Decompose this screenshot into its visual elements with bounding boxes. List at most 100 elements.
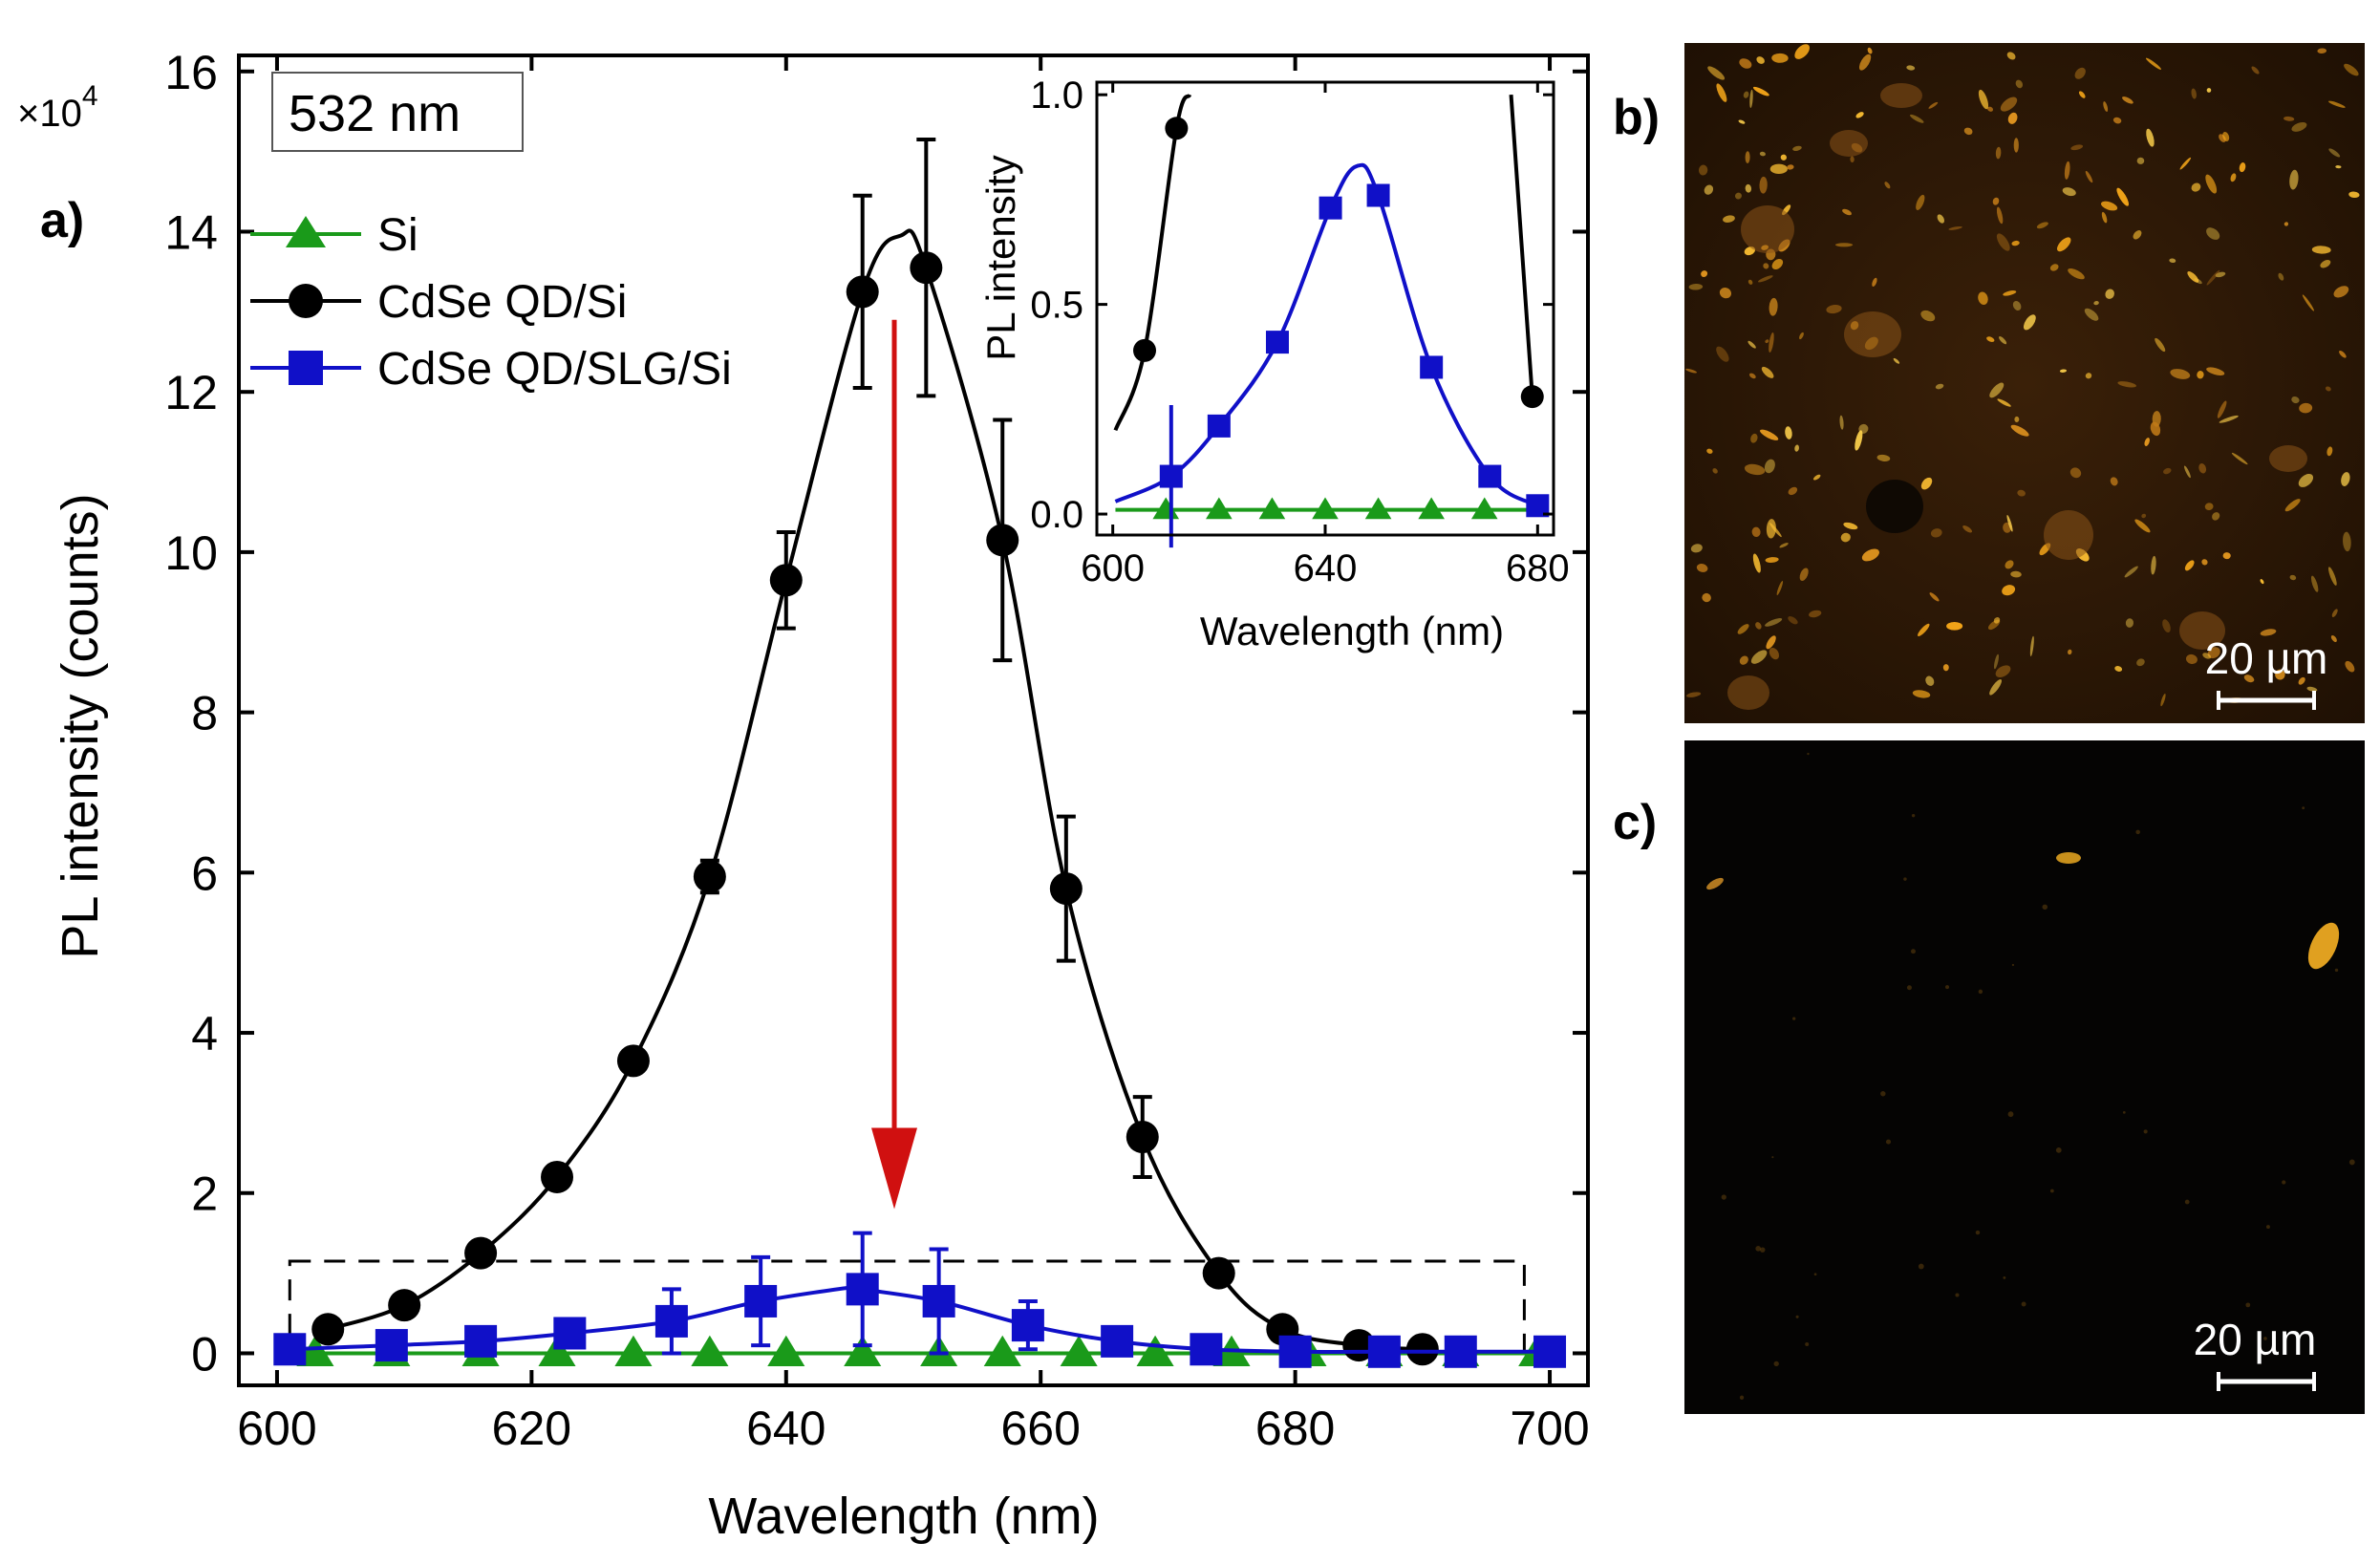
x-axis-title: Wavelength (nm) — [708, 1488, 1099, 1545]
speckle-c-22 — [1739, 1395, 1745, 1400]
point-cdse-qd-slg-si-611 — [1159, 464, 1183, 488]
speckle-c-1 — [2143, 1129, 2148, 1134]
speckle-b-169 — [1759, 176, 1768, 194]
speckle-b-170 — [1769, 163, 1788, 175]
curve-cdse-qd-slg-si — [1114, 162, 1539, 508]
speckle-b-161 — [2078, 91, 2086, 98]
point-cdse-qd-slg-si-671 — [1478, 464, 1502, 488]
speckle-b-44 — [1872, 277, 1877, 287]
point-cdse-qd-si-668 — [1126, 1121, 1159, 1154]
speckle-b-60 — [1723, 215, 1735, 223]
x-tick-label-700: 700 — [1510, 1402, 1589, 1455]
speckle-b-250 — [2348, 191, 2360, 199]
speckle-b-148 — [1785, 426, 1792, 439]
speckle-b-18 — [2125, 618, 2134, 628]
point-cdse-qd-slg-si-700 — [1533, 1335, 1567, 1368]
y-tick-label-14: 14 — [164, 205, 218, 259]
speckle-b-187 — [1758, 275, 1773, 283]
speckle-b-132 — [2170, 369, 2191, 379]
speckle-c-12 — [2007, 1111, 2014, 1118]
speckle-b-28 — [1989, 678, 2002, 696]
speckle-b-115 — [1752, 553, 1761, 573]
speckle-c-4 — [2245, 1302, 2251, 1308]
speckle-b-34 — [2325, 386, 2331, 392]
main-plot-frame — [237, 54, 1590, 1387]
point-si-646 — [844, 1335, 882, 1367]
point-cdse-qd-si-612 — [1165, 117, 1189, 140]
point-cdse-qd-si-622 — [541, 1160, 574, 1193]
speckle-b-147 — [2298, 676, 2305, 685]
speckle-c-2 — [2049, 1189, 2054, 1193]
speckle-b-61 — [1747, 279, 1753, 285]
speckle-b-122 — [1842, 208, 1853, 216]
speckle-c-10 — [1910, 949, 1916, 954]
speckle-b-93 — [2291, 396, 2300, 404]
main-plot-area — [273, 138, 1567, 1368]
speckle-b-133 — [1750, 650, 1768, 664]
speckle-b-128 — [2029, 635, 2034, 656]
speckle-b-162 — [1701, 270, 1708, 277]
speckle-b-8 — [2084, 308, 2099, 321]
speckle-b-77 — [1698, 164, 1708, 176]
speckle-b-231 — [1716, 83, 1727, 102]
speckle-c-0 — [1773, 1360, 1779, 1367]
speckle-b-65 — [1993, 617, 2001, 624]
micrograph-b-speckles — [1685, 44, 2360, 710]
dark-spot-b — [1866, 480, 1923, 533]
point-cdse-qd-slg-si-609 — [375, 1329, 408, 1362]
speckle-b-211 — [2205, 174, 2218, 194]
speckle-b-245 — [2231, 452, 2248, 465]
speckle-b-57 — [2068, 649, 2072, 655]
speckle-b-158 — [2289, 169, 2299, 190]
speckle-b-258 — [2298, 473, 2314, 487]
speckle-b-152 — [1884, 182, 1891, 189]
speckle-b-219 — [2085, 170, 2093, 183]
curve-cdse-qd-si — [327, 228, 1423, 1352]
speckle-b-20 — [2015, 79, 2024, 89]
speckle-b-188 — [2328, 148, 2341, 158]
point-si-622 — [538, 1335, 576, 1367]
speckle-c-16 — [2184, 1199, 2190, 1205]
speckle-b-184 — [1788, 616, 1798, 625]
speckle-b-119 — [1996, 233, 2010, 251]
point-cdse-qd-slg-si-650 — [1366, 183, 1390, 207]
speckle-b-35 — [1840, 532, 1851, 543]
y-tick-label-2: 2 — [191, 1168, 218, 1221]
speckle-b-88 — [1999, 336, 2007, 345]
speckle-b-32 — [1719, 288, 1732, 299]
speckle-b-67 — [2191, 88, 2197, 99]
point-cdse-qd-slg-si-680 — [1278, 1335, 1312, 1368]
speckle-c-17 — [1792, 1017, 1796, 1020]
curve-cdse-qd-si-0 — [1113, 94, 1192, 432]
speckle-b-47 — [1769, 297, 1778, 316]
y-tick-label-12: 12 — [164, 366, 218, 419]
speckle-c-15 — [2282, 1180, 2286, 1185]
speckle-b-168 — [1738, 119, 1746, 124]
grain-b-7 — [2269, 445, 2307, 472]
speckle-b-105 — [1920, 310, 1936, 322]
speckle-b-151 — [1752, 86, 1769, 96]
speckle-b-235 — [1766, 519, 1776, 539]
main-axes: 600 620 640 660 680 700 0 2 4 6 8 10 12 14 16 — [164, 46, 1589, 1455]
reduction-arrow-head — [871, 1127, 918, 1210]
point-cdse-qd-slg-si-631 — [654, 1304, 688, 1338]
speckle-b-14 — [1826, 305, 1842, 314]
speckle-b-195 — [2155, 337, 2166, 353]
speckle-b-153 — [2219, 415, 2239, 423]
point-si-628 — [614, 1335, 653, 1367]
speckle-c-11 — [2135, 829, 2140, 835]
y-multiplier: ×104 — [17, 80, 98, 135]
point-cdse-qd-si-657 — [986, 524, 1019, 557]
speckle-b-43 — [1745, 183, 1752, 193]
point-cdse-qd-slg-si-620 — [1207, 414, 1231, 438]
point-cdse-qd-si-646 — [846, 275, 879, 309]
speckle-b-130 — [2114, 666, 2123, 672]
speckle-b-9 — [1986, 106, 1994, 112]
speckle-b-63 — [1989, 382, 2005, 398]
speckle-b-108 — [2023, 314, 2036, 331]
speckle-c-20 — [2263, 1337, 2267, 1340]
legend-entry-qd-si: CdSe QD/Si — [250, 277, 627, 328]
speckle-b-178 — [2341, 472, 2350, 486]
point-si-670 — [1470, 497, 1498, 520]
speckle-b-183 — [1858, 423, 1869, 434]
